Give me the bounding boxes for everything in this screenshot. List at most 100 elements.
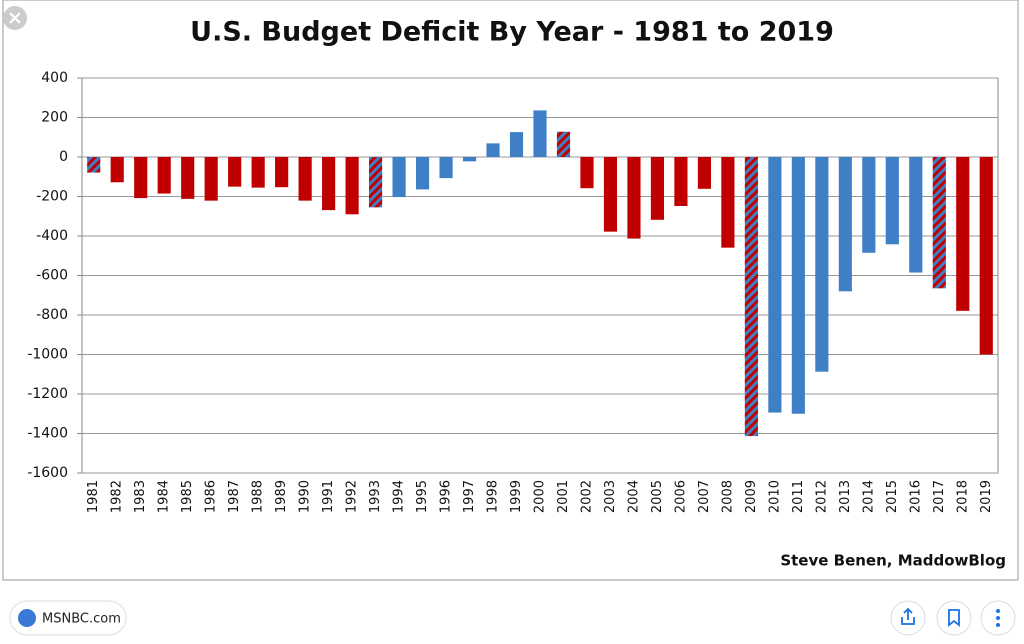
x-tick-label: 2010 [767,480,782,513]
x-tick-label: 1986 [204,480,219,513]
bar [181,157,195,199]
bar [979,157,993,355]
bar [556,131,571,157]
credit: Steve Benen, MaddowBlog [780,552,1006,570]
x-tick-label: 1999 [509,480,524,513]
x-tick-label: 1994 [392,480,407,513]
y-tick-label: -600 [36,268,68,284]
bar [603,157,618,232]
bar [439,157,453,179]
bar [744,157,758,437]
x-tick-label: 2013 [838,480,853,513]
x-tick-label: 2012 [814,480,829,513]
save-icon [948,609,960,627]
x-tick-label: 1981 [86,480,101,513]
more-icon [996,609,1000,627]
bar [275,157,289,188]
bar [509,132,524,157]
x-tick-label: 2019 [979,480,994,513]
x-tick-label: 2014 [861,480,876,513]
y-tick-label: -1600 [27,465,68,481]
x-tick-label: 2018 [955,480,970,513]
y-tick-label: -1200 [27,386,68,402]
x-tick-label: 1997 [462,480,477,513]
bar [87,157,101,173]
globe-icon [18,609,36,627]
x-tick-label: 1993 [368,480,383,513]
x-tick-label: 2006 [673,480,688,513]
y-tick-label: -400 [36,228,68,244]
bar [956,157,970,311]
x-tick-label: 2000 [533,480,548,513]
bar [580,157,594,189]
source-chip[interactable] [9,600,127,636]
y-tick-label: -800 [36,307,68,323]
x-tick-label: 1991 [321,480,336,513]
x-tick-label: 2009 [744,480,759,513]
bar [627,157,641,239]
bar [251,157,265,188]
bar [674,157,688,206]
bar [885,157,899,245]
x-tick-label: 1992 [345,480,360,513]
bar [721,157,735,248]
x-tick-label: 1985 [180,480,195,513]
bar [838,157,852,292]
bar [369,157,383,208]
x-tick-label: 1987 [227,480,242,513]
x-tick-label: 1995 [415,480,430,513]
y-tick-label: 200 [41,110,68,126]
bar [110,157,124,183]
y-tick-label: -1000 [27,347,68,363]
bar [697,157,711,189]
bar [134,157,148,199]
x-tick-label: 1996 [439,480,454,513]
bar [815,157,829,372]
bar [533,110,547,157]
x-tick-label: 1988 [251,480,266,513]
x-tick-label: 2015 [885,480,900,513]
x-tick-label: 1982 [110,480,125,513]
x-tick-label: 2007 [697,480,712,513]
bar [204,157,218,201]
bar [486,143,500,157]
bar [322,157,336,211]
x-tick-label: 2002 [579,480,594,513]
bar [932,157,946,289]
x-tick-label: 2008 [720,480,735,513]
bar [298,157,312,201]
x-tick-label: 2003 [603,480,618,513]
save-button[interactable] [936,600,972,636]
bar [791,157,805,414]
y-tick-label: 400 [41,70,68,86]
bar [462,157,477,162]
y-tick-label: 0 [59,149,68,165]
bar [415,157,430,190]
bar [862,157,876,253]
y-tick-label: -200 [36,189,68,205]
x-tick-label: 2011 [791,480,806,513]
chart-title: U.S. Budget Deficit By Year - 1981 to 20… [190,17,834,48]
plot: -1600 -1400 -1200 -1000 -800 -600 -400 -200 0 200… [27,70,999,513]
bar [909,157,923,273]
x-tick-label: 1989 [274,480,289,513]
bar [768,157,782,413]
x-tick-label: 1983 [133,480,148,513]
bar [228,157,242,187]
share-icon [901,607,915,625]
bar [345,157,359,215]
x-tick-label: 2016 [908,480,923,513]
bar [392,157,406,198]
y-tick-label: -1400 [27,426,68,442]
x-tick-label: 2001 [556,480,571,513]
source-label: MSNBC.com [42,612,121,627]
bar [650,157,665,220]
bar [157,157,171,194]
x-tick-label: 2017 [932,480,947,513]
x-tick-label: 1984 [157,480,172,513]
x-tick-label: 1998 [486,480,501,513]
close-icon [9,12,21,24]
x-tick-label: 1990 [298,480,313,513]
x-tick-label: 2004 [626,480,641,513]
